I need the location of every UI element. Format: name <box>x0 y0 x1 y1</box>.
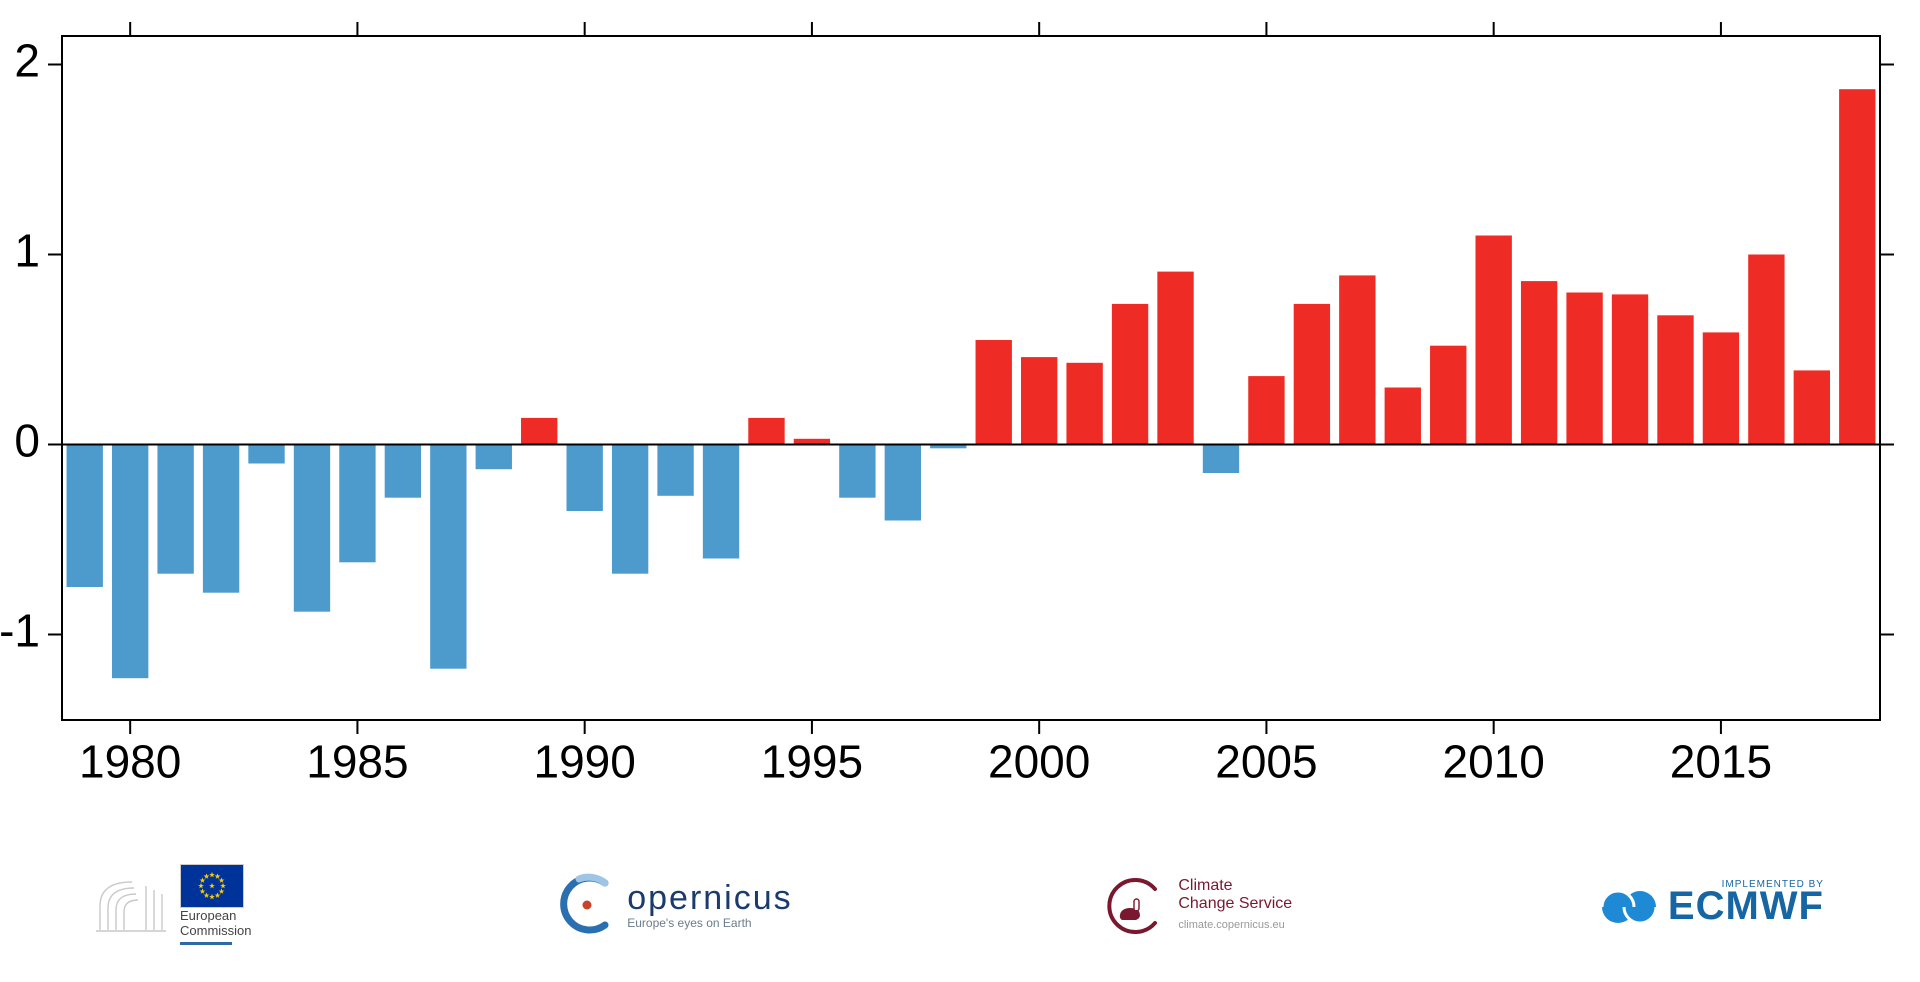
bar <box>1794 370 1830 444</box>
bar <box>839 445 875 498</box>
x-tick-label: 2010 <box>1443 736 1545 788</box>
bar <box>1112 304 1148 445</box>
climate-change-service-logo: Climate Change Service climate.copernicu… <box>1100 869 1292 939</box>
bar <box>339 445 375 563</box>
x-tick-label: 2005 <box>1215 736 1317 788</box>
bar <box>157 445 193 574</box>
ec-caption: European Commission <box>180 908 252 945</box>
ccs-url: climate.copernicus.eu <box>1178 919 1284 931</box>
copernicus-logo: opernicus Europe's eyes on Earth <box>559 873 792 935</box>
bar <box>1294 304 1330 445</box>
ecmwf-logo: IMPLEMENTED BY ECMWF <box>1600 879 1824 929</box>
bar <box>1521 281 1557 444</box>
bar <box>1839 89 1875 444</box>
x-tick-label: 1985 <box>306 736 408 788</box>
x-tick-label: 1980 <box>79 736 181 788</box>
bar <box>1612 294 1648 444</box>
copernicus-tagline: Europe's eyes on Earth <box>627 916 751 930</box>
bar <box>703 445 739 559</box>
bar <box>748 418 784 445</box>
bar <box>112 445 148 679</box>
eu-flag-icon <box>180 864 244 908</box>
ccs-icon <box>1100 869 1164 939</box>
bar <box>1248 376 1284 444</box>
x-tick-label: 2015 <box>1670 736 1772 788</box>
ec-line1: European <box>180 908 236 923</box>
bar <box>67 445 103 588</box>
bar <box>1157 272 1193 445</box>
ec-line2: Commission <box>180 923 252 938</box>
bar <box>294 445 330 612</box>
bar <box>203 445 239 593</box>
copernicus-wordmark: opernicus <box>627 879 792 918</box>
bar <box>385 445 421 498</box>
bar <box>1657 315 1693 444</box>
bar <box>567 445 603 512</box>
x-tick-label: 1995 <box>761 736 863 788</box>
bar <box>1021 357 1057 444</box>
y-tick-label: 1 <box>14 225 40 277</box>
bar <box>885 445 921 521</box>
bar <box>1203 445 1239 474</box>
bar <box>430 445 466 669</box>
bar <box>1385 388 1421 445</box>
bar <box>476 445 512 470</box>
ccs-caption: Climate Change Service climate.copernicu… <box>1178 877 1292 931</box>
bar <box>1748 255 1784 445</box>
ccs-line2: Change Service <box>1178 895 1292 913</box>
bar <box>1339 275 1375 444</box>
bar <box>976 340 1012 445</box>
bar <box>248 445 284 464</box>
bar <box>657 445 693 496</box>
y-tick-label: -1 <box>0 605 40 657</box>
figure-container: -1 0 1 2 1980 1985 1990 1995 2000 2005 2010 2015 <box>0 0 1920 982</box>
bar <box>1066 363 1102 445</box>
bar <box>1566 293 1602 445</box>
ec-building-icon <box>96 876 166 932</box>
ccs-line1: Climate <box>1178 877 1232 895</box>
attribution-logo-row: European Commission opernicus Europe's e… <box>0 834 1920 974</box>
copernicus-c-icon <box>559 873 613 935</box>
bar <box>1430 346 1466 445</box>
ecmwf-wordmark: ECMWF <box>1668 884 1824 929</box>
bar <box>612 445 648 574</box>
y-tick-label: 2 <box>14 35 40 87</box>
european-commission-logo: European Commission <box>96 864 252 945</box>
x-tick-label: 2000 <box>988 736 1090 788</box>
bar <box>521 418 557 445</box>
y-tick-label: 0 <box>14 415 40 467</box>
x-tick-label: 1990 <box>534 736 636 788</box>
ecmwf-icon <box>1600 886 1658 928</box>
bar <box>1703 332 1739 444</box>
bar <box>1476 236 1512 445</box>
